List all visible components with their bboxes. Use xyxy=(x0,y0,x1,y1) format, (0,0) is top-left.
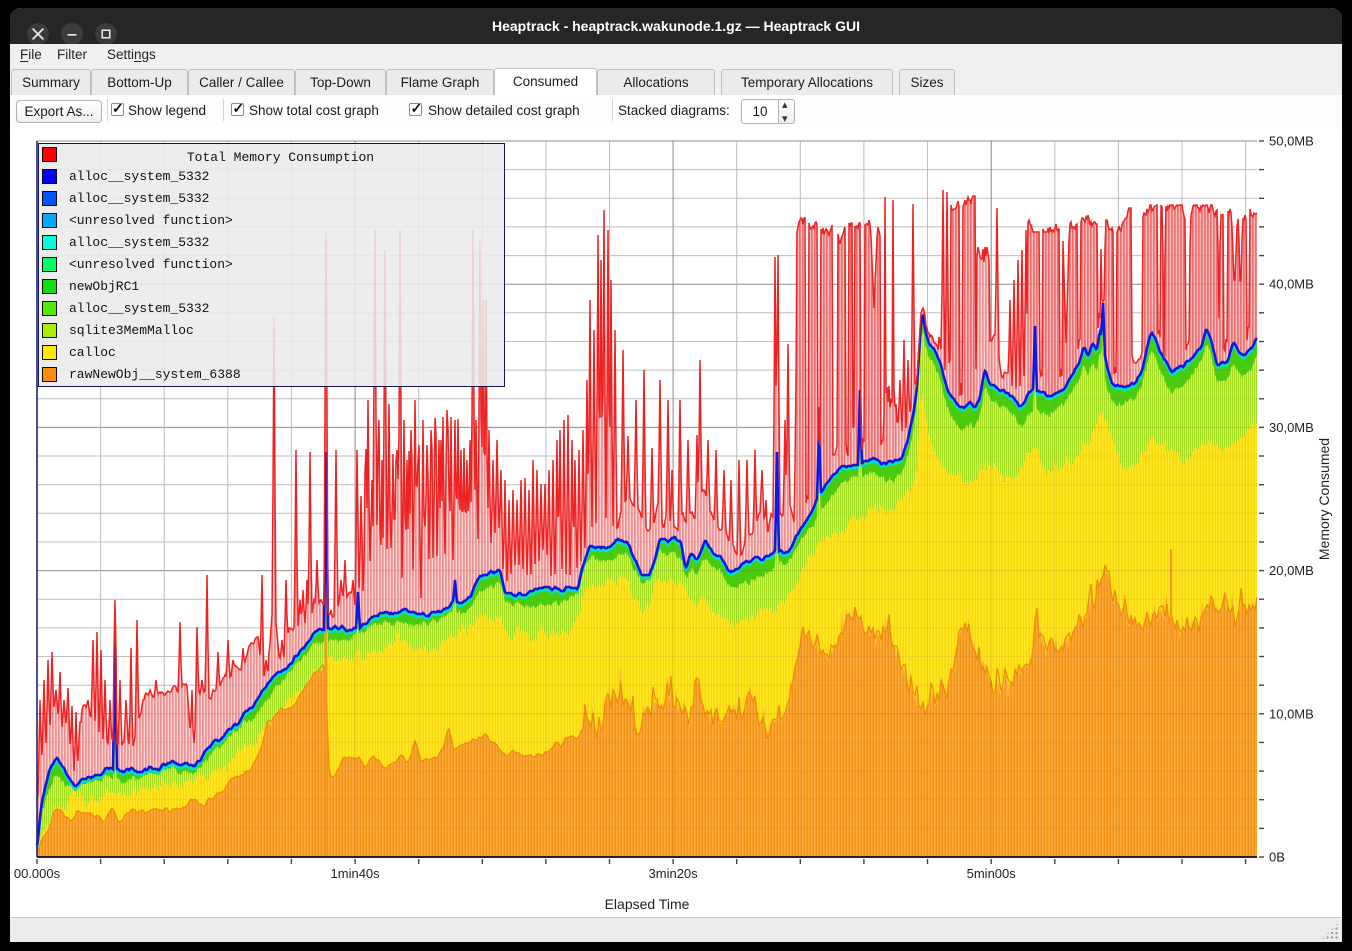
svg-text:40,0MB: 40,0MB xyxy=(1269,277,1314,292)
svg-text:30,0MB: 30,0MB xyxy=(1269,420,1314,435)
svg-text:1min40s: 1min40s xyxy=(331,866,381,881)
svg-text:Elapsed Time: Elapsed Time xyxy=(605,896,690,912)
svg-text:Memory Consumed: Memory Consumed xyxy=(1316,438,1332,560)
svg-text:0B: 0B xyxy=(1269,850,1285,865)
svg-text:50,0MB: 50,0MB xyxy=(1269,134,1314,149)
svg-text:3min20s: 3min20s xyxy=(649,866,699,881)
svg-text:00.000s: 00.000s xyxy=(14,866,61,881)
svg-text:10,0MB: 10,0MB xyxy=(1269,706,1314,721)
svg-text:5min00s: 5min00s xyxy=(967,866,1017,881)
svg-text:20,0MB: 20,0MB xyxy=(1269,563,1314,578)
